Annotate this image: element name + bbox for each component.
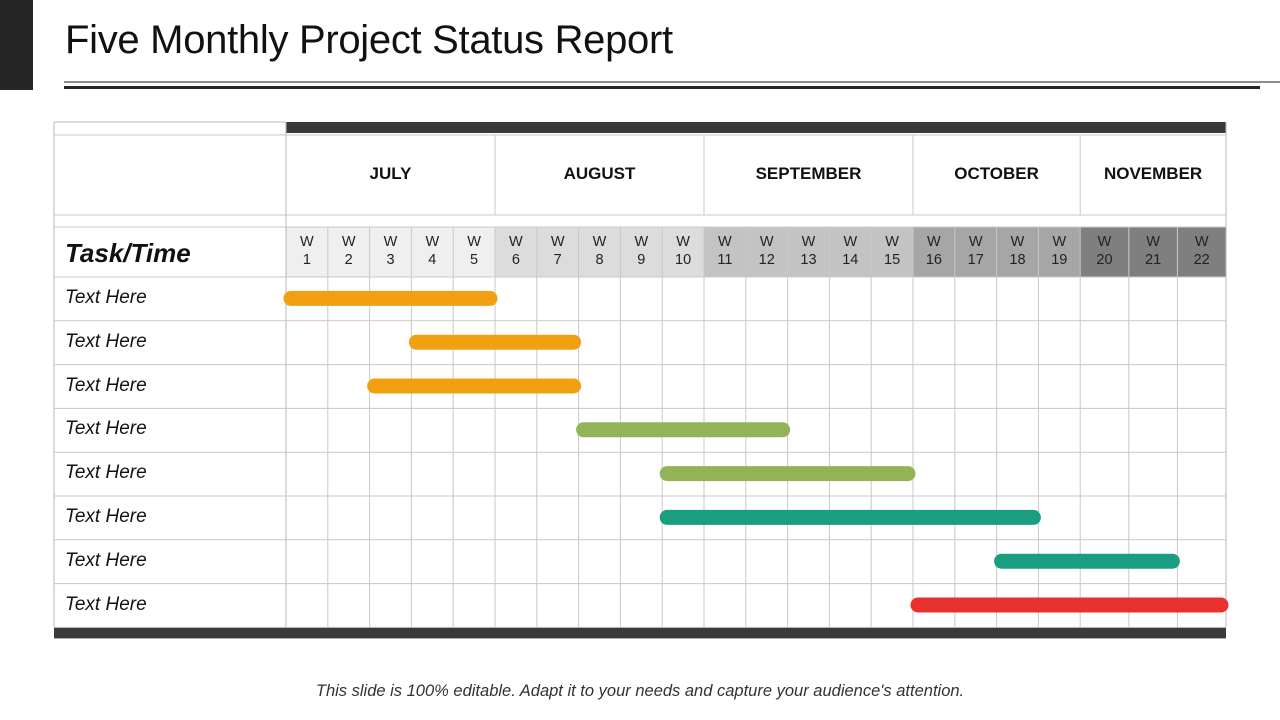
week-label: W 16 xyxy=(925,234,942,268)
week-header-cell xyxy=(369,227,412,277)
task-label: Text Here xyxy=(65,286,147,308)
footer-note: This slide is 100% editable. Adapt it to… xyxy=(315,682,965,700)
task-label: Text Here xyxy=(65,462,147,484)
week-label: W 20 xyxy=(1096,234,1113,268)
week-label: W 13 xyxy=(800,234,817,268)
week-header-cell xyxy=(787,227,830,277)
week-header-cell xyxy=(704,227,746,277)
week-header-cell xyxy=(662,227,704,277)
task-label: Text Here xyxy=(65,374,147,396)
month-label: JULY xyxy=(369,164,412,183)
page-title: Five Monthly Project Status Report xyxy=(65,18,673,62)
task-label: Text Here xyxy=(65,505,147,527)
week-header-cell xyxy=(745,227,788,277)
week-label: W 4 xyxy=(425,234,440,268)
title-rule-thin xyxy=(64,81,1280,83)
month-label: AUGUST xyxy=(563,164,636,183)
week-header-cell xyxy=(286,227,328,277)
title-accent-block xyxy=(0,0,33,90)
week-label: W 9 xyxy=(634,234,649,268)
week-label: W 8 xyxy=(592,234,607,268)
week-header-cell xyxy=(871,227,913,277)
week-header-cell xyxy=(996,227,1039,277)
task-label: Text Here xyxy=(65,418,147,440)
week-label: W 22 xyxy=(1193,234,1210,268)
week-label: W 2 xyxy=(341,234,356,268)
week-label: W 12 xyxy=(758,234,775,268)
week-header-cell xyxy=(453,227,495,277)
task-label: Text Here xyxy=(65,593,147,615)
week-header-cell xyxy=(829,227,872,277)
week-header-cell xyxy=(495,227,537,277)
week-header-cell xyxy=(954,227,997,277)
week-label: W 6 xyxy=(509,234,523,268)
week-label: W 7 xyxy=(550,234,565,268)
week-header-cell xyxy=(1128,227,1178,277)
week-header-cell xyxy=(536,227,579,277)
table-bottom-bar xyxy=(54,627,1226,639)
week-label: W 19 xyxy=(1051,234,1068,268)
task-label: Text Here xyxy=(65,549,147,571)
week-label: W 5 xyxy=(467,234,481,268)
week-label: W 10 xyxy=(675,234,692,268)
week-label: W 14 xyxy=(842,234,859,268)
week-label: W 21 xyxy=(1145,234,1162,268)
week-header-cell xyxy=(1080,227,1129,277)
week-header-cell xyxy=(1038,227,1081,277)
week-header-cell xyxy=(1177,227,1226,277)
month-label: SEPTEMBER xyxy=(755,164,862,183)
month-label: NOVEMBER xyxy=(1103,164,1203,183)
week-header-cell xyxy=(913,227,955,277)
task-time-header: Task/Time xyxy=(65,238,191,268)
week-label: W 18 xyxy=(1009,234,1026,268)
week-label: W 11 xyxy=(717,234,733,268)
task-label: Text Here xyxy=(65,330,147,352)
week-label: W 3 xyxy=(383,234,398,268)
week-header-cell xyxy=(327,227,370,277)
week-label: W 15 xyxy=(884,234,901,268)
month-label: OCTOBER xyxy=(954,164,1039,183)
week-header-cell xyxy=(620,227,663,277)
timeline-top-bar xyxy=(286,122,1226,133)
week-label: W 17 xyxy=(967,234,984,268)
week-header-cell xyxy=(411,227,454,277)
title-rule-thick xyxy=(64,86,1260,89)
week-label: W 1 xyxy=(300,234,314,268)
week-header-cell xyxy=(578,227,621,277)
